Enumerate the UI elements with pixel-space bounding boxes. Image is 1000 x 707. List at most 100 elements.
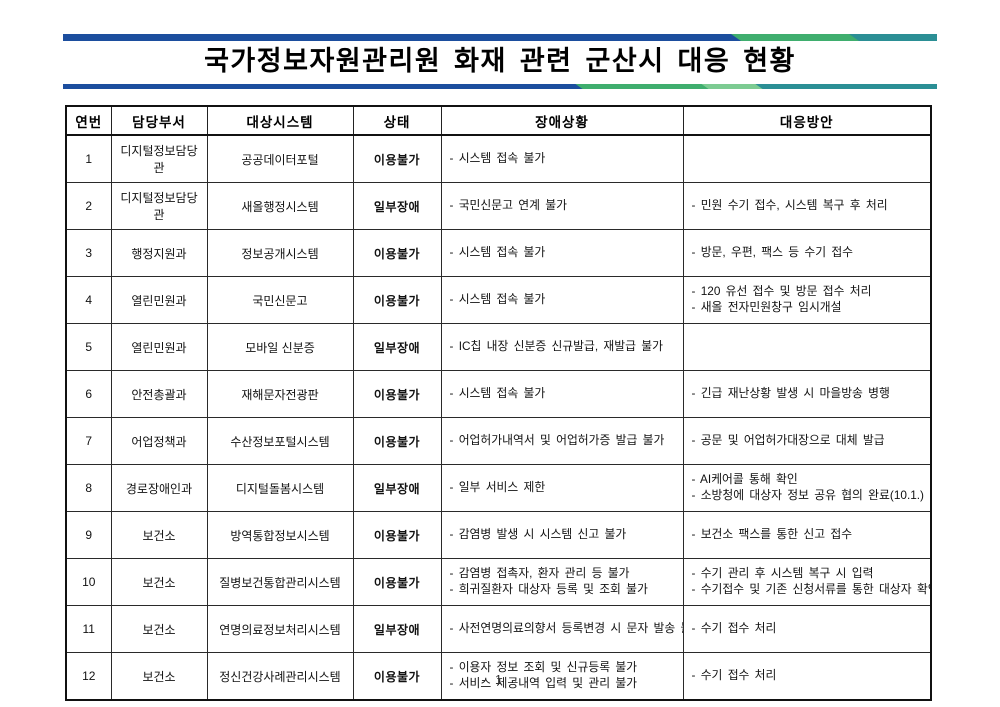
cell-department: 디지털정보담당관 [110,134,208,183]
issue-line: - 서비스 제공내역 입력 및 관리 불가 [449,676,638,690]
issue-lines: - 시스템 접속 불가 [450,245,679,261]
cell-response-plan [682,134,932,183]
table-row: 5 열린민원과 모바일 신분증 일부장애 - IC칩 내장 신분증 신규발급, … [65,323,932,371]
cell-department: 보건소 [110,652,208,701]
cell-status: 이용불가 [352,370,442,418]
table-row: 12 보건소 정신건강사례관리시스템 이용불가 - 이용자 정보 조회 및 신규… [65,652,932,701]
cell-row-number: 4 [65,276,112,324]
cell-response-plan: - 수기 접수 처리 [682,605,932,653]
cell-issue-description: - 시스템 접속 불가 [440,276,684,324]
cell-target-system: 디지털돌봄시스템 [206,464,354,512]
title-top-accent-bar [63,34,937,41]
cell-target-system: 방역통합정보시스템 [206,511,354,559]
action-line: - 공문 및 어업허가대장으로 대체 발급 [691,433,885,448]
cell-status: 이용불가 [352,134,442,183]
column-header: 대상시스템 [206,105,354,136]
issue-lines: - 시스템 접속 불가 [450,292,679,308]
cell-issue-description: - 시스템 접속 불가 [440,134,684,183]
cell-status: 이용불가 [352,511,442,559]
cell-row-number: 3 [65,229,112,277]
cell-department: 보건소 [110,511,208,559]
cell-department: 보건소 [110,558,208,606]
cell-status: 이용불가 [352,652,442,701]
cell-issue-description: - 일부 서비스 제한 [440,464,684,512]
cell-issue-description: - 국민신문고 연계 불가 [440,182,684,230]
action-line: - 수기 관리 후 시스템 복구 시 입력 [691,566,874,581]
issue-line: - 어업허가내역서 및 어업허가증 발급 불가 [449,433,665,448]
issue-line: - 감염병 접촉자, 환자 관리 등 불가 [449,566,630,581]
cell-response-plan: - 120 유선 접수 및 방문 접수 처리 - 새올 전자민원창구 임시개설 [682,276,932,324]
table-row: 6 안전총괄과 재해문자전광판 이용불가 - 시스템 접속 불가 - 긴급 재난… [65,370,932,418]
column-header: 장애상황 [440,105,684,136]
cell-row-number: 6 [65,370,112,418]
action-line: - 민원 수기 접수, 시스템 복구 후 처리 [691,198,888,213]
cell-issue-description: - 어업허가내역서 및 어업허가증 발급 불가 [440,417,684,465]
cell-target-system: 국민신문고 [206,276,354,324]
issue-lines: - 감염병 발생 시 시스템 신고 불가 [450,527,679,543]
action-line: - 보건소 팩스를 통한 신고 접수 [691,527,853,542]
cell-department: 안전총괄과 [110,370,208,418]
cell-status: 일부장애 [352,605,442,653]
cell-issue-description: - 시스템 접속 불가 [440,370,684,418]
action-line: - 수기접수 및 기존 신청서류를 통한 대상자 확인 [691,582,931,596]
cell-row-number: 8 [65,464,112,512]
cell-row-number: 5 [65,323,112,371]
cell-department: 디지털정보담당관 [110,182,208,230]
table-row: 3 행정지원과 정보공개시스템 이용불가 - 시스템 접속 불가 - 방문, 우… [65,229,932,277]
issue-line: - 국민신문고 연계 불가 [449,198,567,213]
table-row: 10 보건소 질병보건통합관리시스템 이용불가 - 감염병 접촉자, 환자 관리… [65,558,932,606]
column-header: 담당부서 [110,105,208,136]
accent-light-green-segment [698,84,766,89]
action-line: - AI케어콜 통해 확인 [691,472,798,487]
issue-line: - 일부 서비스 제한 [449,480,546,495]
action-lines: - AI케어콜 통해 확인 - 소방청에 대상자 정보 공유 협의 완료(10.1… [692,472,927,504]
cell-row-number: 12 [65,652,112,701]
issue-line: - IC칩 내장 신분증 신규발급, 재발급 불가 [449,339,663,354]
action-line: - 수기 접수 처리 [691,668,777,683]
table-row: 8 경로장애인과 디지털돌봄시스템 일부장애 - 일부 서비스 제한 - AI케… [65,464,932,512]
action-lines: - 수기 관리 후 시스템 복구 시 입력 - 수기접수 및 기존 신청서류를 통… [691,566,931,598]
table-row: 1 디지털정보담당관 공공데이터포털 이용불가 - 시스템 접속 불가 [65,134,932,183]
cell-status: 일부장애 [352,464,442,512]
cell-department: 열린민원과 [110,323,208,371]
cell-department: 경로장애인과 [110,464,208,512]
cell-issue-description: - 이용자 정보 조회 및 신규등록 불가 - 서비스 제공내역 입력 및 관리 … [440,652,684,701]
cell-response-plan: - AI케어콜 통해 확인 - 소방청에 대상자 정보 공유 협의 완료(10.1… [682,464,932,512]
cell-status: 일부장애 [352,182,442,230]
cell-target-system: 공공데이터포털 [206,134,354,183]
cell-status: 이용불가 [352,417,442,465]
issue-lines: - 일부 서비스 제한 [450,480,679,496]
action-line: - 방문, 우편, 팩스 등 수기 접수 [691,245,854,260]
cell-target-system: 새올행정시스템 [206,182,354,230]
cell-issue-description: - 사전연명의료의향서 등록변경 시 문자 발송 불가 [440,605,684,653]
table-row: 2 디지털정보담당관 새올행정시스템 일부장애 - 국민신문고 연계 불가 - … [65,182,932,230]
cell-issue-description: - 감염병 접촉자, 환자 관리 등 불가 - 희귀질환자 대상자 등록 및 조회… [440,558,684,606]
cell-department: 어업정책과 [110,417,208,465]
cell-department: 보건소 [110,605,208,653]
table-header-row: 연번 담당부서 대상시스템 상태 장애상황 대응방안 [65,105,932,136]
cell-response-plan: - 공문 및 어업허가대장으로 대체 발급 [682,417,932,465]
cell-target-system: 재해문자전광판 [206,370,354,418]
issue-lines: - 시스템 접속 불가 [450,386,679,402]
cell-status: 일부장애 [352,323,442,371]
issue-lines: - 이용자 정보 조회 및 신규등록 불가 - 서비스 제공내역 입력 및 관리 … [450,660,679,692]
cell-department: 열린민원과 [110,276,208,324]
cell-response-plan: - 민원 수기 접수, 시스템 복구 후 처리 [682,182,932,230]
cell-target-system: 정보공개시스템 [206,229,354,277]
action-line: - 120 유선 접수 및 방문 접수 처리 [691,284,872,299]
cell-response-plan: - 보건소 팩스를 통한 신고 접수 [682,511,932,559]
issue-lines: - 어업허가내역서 및 어업허가증 발급 불가 [450,433,679,449]
issue-line: - 감염병 발생 시 시스템 신고 불가 [449,527,627,542]
issue-line: - 시스템 접속 불가 [449,386,546,401]
cell-row-number: 9 [65,511,112,559]
cell-status: 이용불가 [352,558,442,606]
action-lines: - 민원 수기 접수, 시스템 복구 후 처리 [692,198,927,214]
page-number: - 1 - [481,673,519,687]
system-status-table: 연번 담당부서 대상시스템 상태 장애상황 대응방안 1 디지털정보담당관 공공데이터포털… [65,105,932,701]
action-lines: - 보건소 팩스를 통한 신고 접수 [692,527,927,543]
issue-line: - 희귀질환자 대상자 등록 및 조회 불가 [449,582,648,596]
table-row: 7 어업정책과 수산정보포털시스템 이용불가 - 어업허가내역서 및 어업허가증… [65,417,932,465]
issue-line: - 시스템 접속 불가 [449,292,546,307]
action-lines: - 방문, 우편, 팩스 등 수기 접수 [692,245,927,261]
